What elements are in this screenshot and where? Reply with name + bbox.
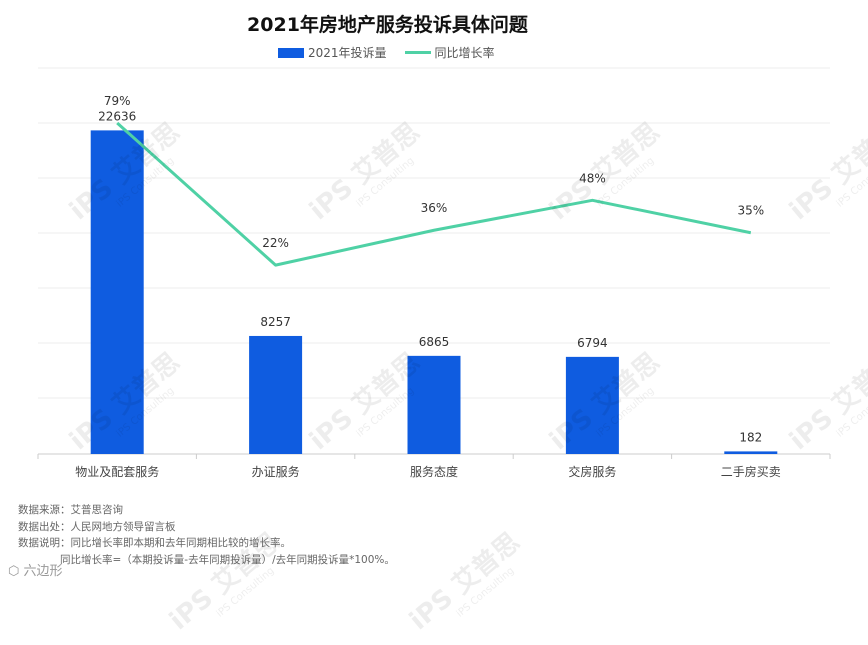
bar-value-label: 182 — [739, 430, 762, 444]
line-value-label: 36% — [421, 201, 448, 215]
legend: 2021年投诉量 同比增长率 — [278, 44, 513, 61]
legend-item-bars[interactable]: 2021年投诉量 — [278, 44, 387, 61]
x-tick-label: 办证服务 — [252, 464, 300, 479]
note-origin: 数据出处：人民网地方领导留言板 — [18, 520, 176, 533]
watermark-subtext: iPS Consulting — [454, 565, 517, 620]
bar-value-label: 8257 — [260, 315, 291, 329]
bar[interactable] — [724, 451, 778, 454]
note-formula: 同比增长率=（本期投诉量-去年同期投诉量）/去年同期投诉量*100%。 — [60, 553, 395, 566]
bar[interactable] — [90, 130, 144, 454]
legend-line-label: 同比增长率 — [434, 46, 495, 60]
growth-rate-line — [116, 121, 752, 267]
note-source: 数据来源：艾普思咨询 — [18, 504, 123, 516]
x-tick-label: 二手房买卖 — [721, 464, 781, 479]
chart-title: 2021年房地产服务投诉具体问题 — [247, 14, 528, 36]
chart-plot: 22636 物业及配套服务 8257 办证服务 6865 服务态度 6794 交房服务 182 二… — [37, 67, 831, 479]
x-tick-label: 物业及配套服务 — [75, 464, 159, 479]
bar-value-label: 6794 — [577, 336, 608, 350]
footnotes: 数据来源：艾普思咨询 数据出处：人民网地方领导留言板 数据说明：同比增长率即本期… — [18, 502, 395, 568]
bar[interactable] — [407, 355, 461, 454]
line-value-label: 79% — [104, 94, 131, 108]
line-value-label: 48% — [579, 171, 606, 185]
legend-line-swatch — [404, 51, 431, 54]
x-tick-label: 服务态度 — [410, 464, 458, 479]
x-tick-label: 交房服务 — [568, 464, 616, 479]
brand-icon: ⬡ — [8, 564, 20, 579]
legend-item-line[interactable]: 同比增长率 — [404, 44, 495, 61]
bar-value-label: 6865 — [419, 335, 450, 349]
brand-text: 六边形 — [23, 564, 63, 579]
line-value-label: 22% — [262, 236, 289, 250]
line-value-label: 35% — [737, 204, 764, 218]
bar[interactable] — [249, 335, 303, 454]
bar-value-label: 22636 — [98, 109, 136, 123]
brand-logo: ⬡ 六边形 — [8, 560, 63, 579]
legend-bar-label: 2021年投诉量 — [308, 46, 387, 60]
legend-bar-swatch — [278, 47, 304, 58]
bar[interactable] — [565, 356, 619, 454]
watermark-text: iPS 艾普思 — [404, 527, 526, 637]
note-explanation: 数据说明：同比增长率即本期和去年同期相比较的增长率。 — [18, 537, 291, 549]
